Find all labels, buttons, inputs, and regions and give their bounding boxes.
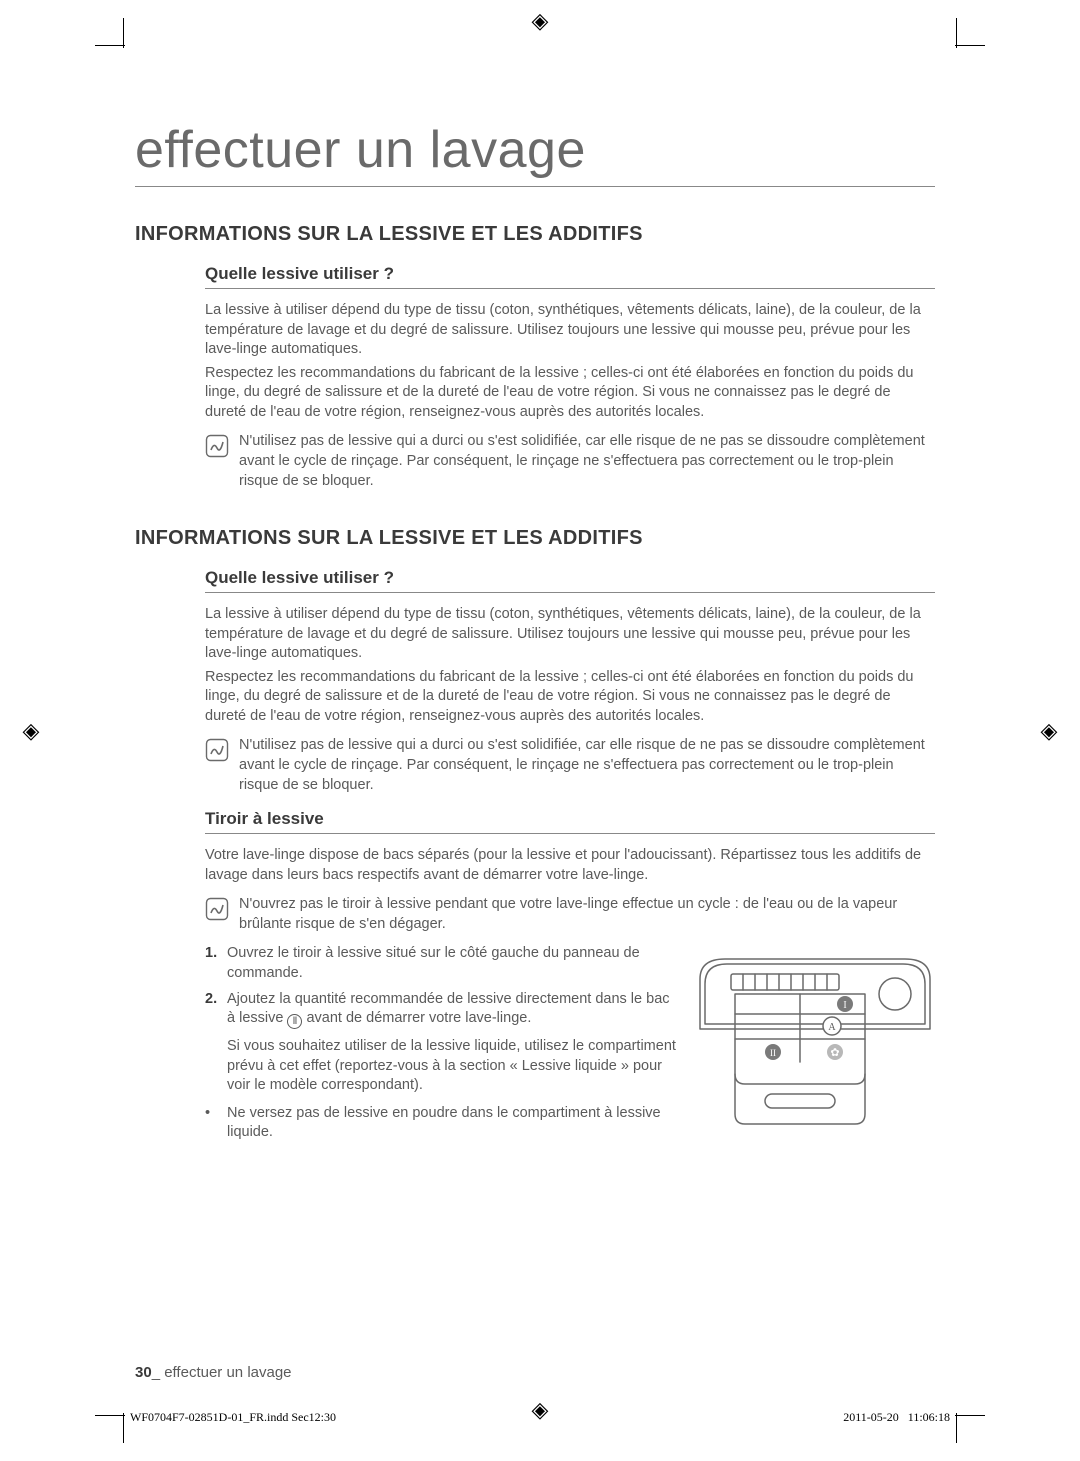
drawer-diagram: I A II ✿ — [695, 944, 935, 1149]
crop-mark — [955, 1415, 985, 1416]
crop-mark — [95, 45, 125, 46]
ordered-step: 2. Ajoutez la quantité recommandée de le… — [205, 990, 677, 1030]
page-content: effectuer un lavage INFORMATIONS SUR LA … — [135, 120, 935, 1149]
crop-mark — [123, 18, 124, 48]
note-block: N'utilisez pas de lessive qui a durci ou… — [205, 432, 935, 491]
content-block: Quelle lessive utiliser ? La lessive à u… — [205, 264, 935, 491]
content-block: Quelle lessive utiliser ? La lessive à u… — [205, 568, 935, 1149]
step-number: 1. — [205, 944, 227, 983]
sub-heading: Tiroir à lessive — [205, 809, 935, 834]
two-column-layout: 1. Ouvrez le tiroir à lessive situé sur … — [205, 944, 935, 1149]
note-icon — [205, 897, 231, 921]
bullet-item: • Ne versez pas de lessive en poudre dan… — [205, 1104, 677, 1143]
note-block: N'utilisez pas de lessive qui a durci ou… — [205, 736, 935, 795]
print-time: 11:06:18 — [908, 1410, 950, 1424]
crop-mark — [123, 1413, 124, 1443]
registration-mark-icon: ◈ — [20, 720, 42, 742]
bullet-text: Ne versez pas de lessive en poudre dans … — [227, 1104, 677, 1143]
svg-text:✿: ✿ — [830, 1047, 839, 1059]
svg-text:I: I — [843, 1000, 846, 1011]
body-paragraph: La lessive à utiliser dépend du type de … — [205, 301, 935, 360]
note-icon — [205, 738, 231, 762]
body-paragraph: Votre lave-linge dispose de bacs séparés… — [205, 846, 935, 885]
print-file-ref: WF0704F7-02851D-01_FR.indd Sec12:30 — [130, 1410, 336, 1425]
sub-heading: Quelle lessive utiliser ? — [205, 568, 935, 593]
sub-paragraph: Si vous souhaitez utiliser de la lessive… — [227, 1037, 677, 1096]
registration-mark-icon: ◈ — [529, 10, 551, 32]
section-heading: INFORMATIONS SUR LA LESSIVE ET LES ADDIT… — [135, 223, 935, 246]
crop-mark — [956, 18, 957, 48]
registration-mark-icon: ◈ — [1038, 720, 1060, 742]
step-number: 2. — [205, 990, 227, 1030]
body-paragraph: Respectez les recommandations du fabrica… — [205, 364, 935, 423]
page-footer: 30_ effectuer un lavage — [135, 1364, 292, 1381]
step-text-b: avant de démarrer votre lave-linge. — [302, 1010, 531, 1026]
svg-text:A: A — [828, 1022, 836, 1033]
crop-mark — [95, 1415, 125, 1416]
bullet-marker: • — [205, 1104, 227, 1143]
page-title: effectuer un lavage — [135, 120, 935, 187]
compartment-mark-icon: Ⅱ — [287, 1014, 302, 1029]
body-paragraph: La lessive à utiliser dépend du type de … — [205, 605, 935, 664]
footer-label: _ effectuer un lavage — [152, 1364, 292, 1381]
svg-text:II: II — [770, 1048, 776, 1058]
step-text: Ouvrez le tiroir à lessive situé sur le … — [227, 944, 677, 983]
note-text: N'utilisez pas de lessive qui a durci ou… — [239, 736, 935, 795]
section-heading: INFORMATIONS SUR LA LESSIVE ET LES ADDIT… — [135, 527, 935, 550]
note-icon — [205, 434, 231, 458]
print-date: 2011-05-20 — [843, 1410, 899, 1424]
note-block: N'ouvrez pas le tiroir à lessive pendant… — [205, 895, 935, 934]
note-text: N'utilisez pas de lessive qui a durci ou… — [239, 432, 935, 491]
ordered-step: 1. Ouvrez le tiroir à lessive situé sur … — [205, 944, 677, 983]
crop-mark — [955, 45, 985, 46]
page-number: 30 — [135, 1364, 152, 1381]
body-paragraph: Respectez les recommandations du fabrica… — [205, 668, 935, 727]
note-text: N'ouvrez pas le tiroir à lessive pendant… — [239, 895, 935, 934]
print-metadata-line: WF0704F7-02851D-01_FR.indd Sec12:30 2011… — [130, 1410, 950, 1425]
step-text: Ajoutez la quantité recommandée de lessi… — [227, 990, 677, 1030]
crop-mark — [956, 1413, 957, 1443]
sub-heading: Quelle lessive utiliser ? — [205, 264, 935, 289]
